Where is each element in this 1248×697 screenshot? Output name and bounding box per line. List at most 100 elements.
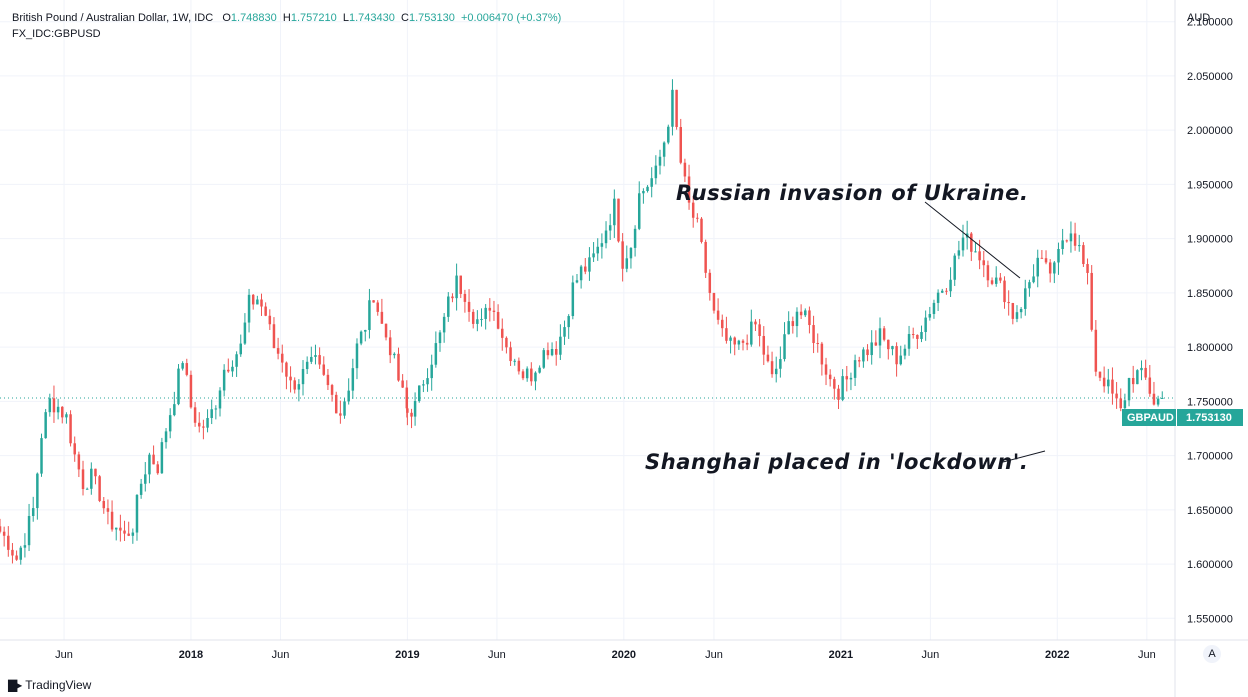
candle [687, 164, 691, 210]
candle-body [139, 483, 143, 495]
candle [994, 266, 998, 287]
candle-body [787, 321, 790, 335]
candle-body [691, 202, 695, 218]
annotation-russia: Russian invasion of Ukraine. [676, 181, 1029, 205]
candle-body [1048, 262, 1052, 274]
candle [410, 408, 413, 429]
high-label: H [282, 12, 291, 24]
candle-body [1082, 245, 1085, 265]
auto-scale-button[interactable]: A [1203, 645, 1221, 663]
candle-body [40, 438, 43, 474]
candle-body [467, 301, 471, 312]
candle [243, 313, 247, 345]
candle-body [110, 511, 114, 530]
candle [654, 155, 658, 185]
candle-body [683, 162, 687, 177]
candle [289, 366, 292, 393]
candle [430, 354, 433, 391]
candle [318, 347, 321, 369]
candle-body [289, 376, 292, 381]
candle [334, 391, 338, 414]
price-axis[interactable]: 1.550000 1.600000 1.650000 1.700000 1.750000… [1187, 17, 1233, 626]
candle [56, 398, 60, 420]
y-tick-label: 1.850000 [1187, 288, 1233, 300]
candle [106, 499, 110, 525]
candle [567, 314, 570, 339]
candle-body [916, 334, 919, 339]
candle [559, 324, 562, 361]
candle-body [911, 333, 915, 335]
y-tick-label: 1.550000 [1187, 613, 1233, 625]
candle [828, 369, 832, 387]
candle-body [285, 362, 288, 377]
candle [110, 500, 114, 532]
candle-body [297, 384, 301, 390]
candle [181, 361, 184, 371]
candle [592, 242, 595, 262]
candle-body [417, 385, 421, 402]
candle-body [218, 390, 222, 409]
candle-body [687, 176, 691, 203]
time-axis[interactable]: Jun 2018 Jun 2019 Jun 2020 Jun 2021 Jun 2022 Jun [55, 649, 1156, 661]
candle-body [754, 321, 757, 325]
candle-body [359, 331, 363, 344]
candle-body [750, 321, 753, 345]
candle [804, 308, 807, 318]
tradingview-mark-icon: ▇▸ [8, 678, 22, 692]
candle [1053, 260, 1056, 284]
candle-body [658, 156, 662, 166]
shanghai-pointer-line [1002, 450, 1046, 463]
candle [256, 295, 259, 305]
candle-body [48, 398, 52, 413]
candle [538, 365, 541, 374]
candle-body [164, 431, 168, 443]
candle-body [604, 230, 608, 244]
candle [1127, 377, 1131, 407]
candle [94, 468, 97, 485]
candle-body [501, 328, 504, 338]
candle [260, 293, 263, 316]
candle-body [1019, 308, 1023, 313]
candle-body [65, 414, 68, 418]
candle-body [509, 347, 512, 362]
compare-symbol[interactable]: FX_IDC:GBPUSD [12, 28, 101, 40]
candle-body [650, 178, 653, 187]
candle [621, 233, 624, 282]
candle-body [550, 349, 554, 356]
candle [999, 273, 1002, 284]
candle [251, 293, 255, 310]
y-tick-label: 2.100000 [1187, 17, 1233, 29]
candle-body [1102, 377, 1106, 387]
symbol-badge-label: GBPAUD [1127, 412, 1174, 424]
candle-body [928, 314, 932, 318]
candle-body [85, 488, 89, 490]
candle [227, 358, 230, 373]
candle-body [318, 355, 321, 365]
symbol-title: British Pound / Australian Dollar, 1W, I… [12, 12, 214, 24]
candle-body [210, 409, 213, 418]
candle [413, 392, 417, 426]
candle [658, 149, 662, 175]
candle-body [961, 237, 965, 251]
candle [1086, 258, 1089, 285]
candle-body [135, 494, 139, 533]
x-tick-label: Jun [705, 649, 723, 661]
candle-body [999, 277, 1002, 281]
candle-body [662, 142, 666, 157]
candle [550, 342, 554, 357]
candle-body [758, 324, 761, 337]
candle [953, 253, 956, 286]
candle-body [189, 374, 193, 408]
candle-body [56, 406, 60, 413]
candle [293, 377, 296, 394]
candle [69, 410, 72, 447]
candle-body [173, 404, 176, 416]
candle-body [388, 337, 392, 356]
candle [1036, 249, 1039, 288]
candle [401, 374, 404, 388]
candle-body [783, 334, 786, 360]
candle [447, 292, 450, 322]
tradingview-logo[interactable]: ▇▸ TradingView [8, 678, 91, 692]
candle-body [994, 277, 998, 284]
